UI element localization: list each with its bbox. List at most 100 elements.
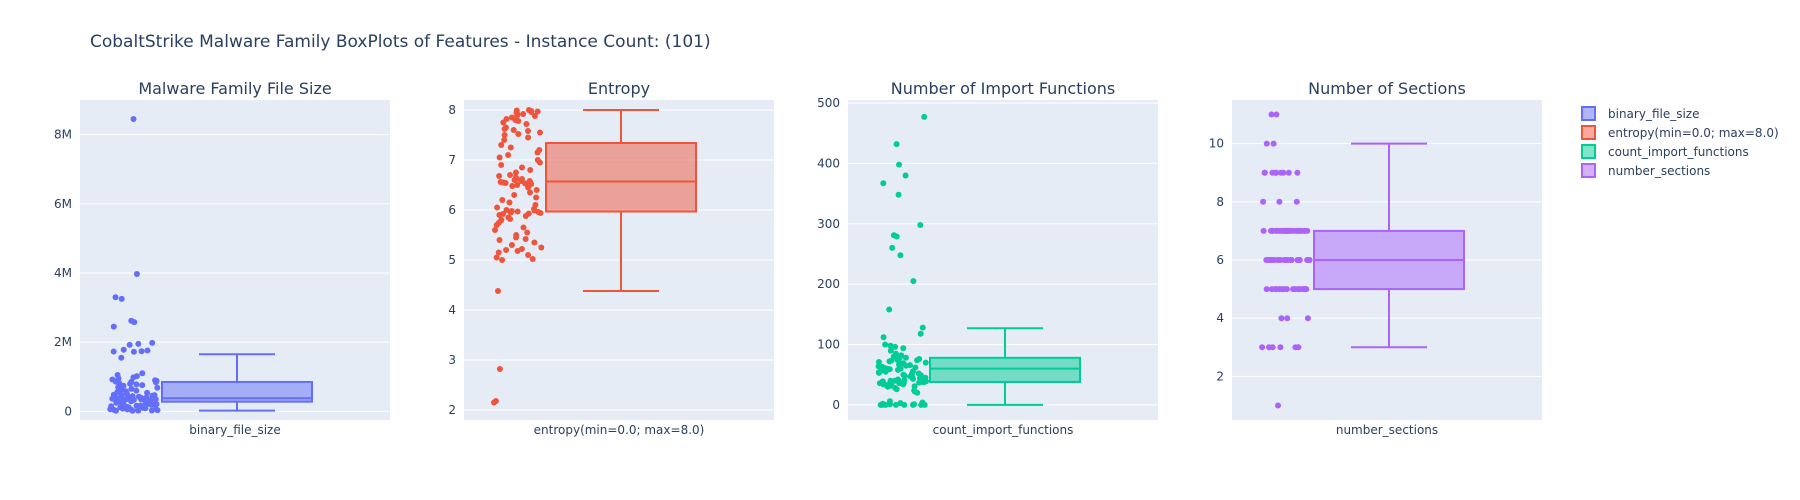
data-point	[525, 128, 531, 134]
data-point	[144, 389, 151, 396]
data-point	[893, 386, 900, 393]
data-point	[1301, 286, 1307, 293]
data-point	[887, 342, 894, 349]
data-point	[917, 330, 924, 337]
data-point	[1287, 257, 1294, 263]
y-tick-label: 7	[448, 153, 456, 167]
data-point	[525, 184, 532, 191]
data-point	[1261, 169, 1268, 176]
data-point	[902, 172, 909, 179]
data-point	[1263, 140, 1270, 147]
y-tick-label: 2	[1216, 369, 1224, 383]
data-point	[133, 271, 140, 277]
data-point	[1277, 169, 1284, 176]
data-point	[893, 141, 900, 148]
y-tick-label: 0	[832, 398, 840, 412]
data-point	[519, 164, 525, 171]
legend-swatch	[1581, 125, 1596, 140]
subplot-title: Number of Sections	[1308, 79, 1466, 98]
data-point	[875, 359, 882, 365]
data-point	[1260, 227, 1267, 234]
data-point	[880, 334, 887, 341]
data-point	[533, 187, 540, 193]
data-point	[130, 374, 137, 381]
points-group	[107, 116, 161, 414]
data-point	[887, 347, 894, 354]
data-point	[508, 242, 515, 248]
data-point	[877, 401, 884, 408]
data-point	[876, 369, 882, 376]
data-point	[133, 381, 140, 388]
data-point	[499, 257, 506, 263]
data-point	[514, 182, 521, 188]
data-point	[1276, 227, 1283, 234]
data-point	[534, 108, 541, 115]
data-point	[1284, 227, 1291, 234]
data-point	[502, 180, 509, 186]
legend-label: entropy(min=0.0; max=8.0)	[1608, 126, 1779, 140]
data-point	[522, 236, 529, 242]
data-point	[525, 252, 532, 258]
data-point	[495, 288, 501, 294]
legend-label: count_import_functions	[1608, 145, 1749, 159]
data-point	[921, 379, 928, 385]
data-point	[896, 161, 902, 168]
legend-label: number_sections	[1608, 164, 1710, 178]
data-point	[525, 134, 532, 141]
data-point	[139, 382, 146, 389]
data-point	[882, 368, 889, 375]
data-point	[148, 407, 155, 414]
data-point	[514, 208, 521, 215]
data-point	[1268, 227, 1274, 234]
data-point	[1292, 344, 1299, 351]
data-point	[154, 407, 161, 414]
x-category-label: entropy(min=0.0; max=8.0)	[534, 423, 705, 437]
data-point	[895, 191, 902, 198]
data-point	[110, 323, 117, 330]
data-point	[1275, 402, 1281, 409]
data-point	[512, 169, 519, 176]
data-point	[491, 399, 497, 406]
data-point	[507, 144, 514, 151]
x-category-label: binary_file_size	[189, 423, 281, 437]
legend-swatch	[1581, 144, 1596, 159]
x-category-label: number_sections	[1336, 423, 1438, 437]
box-iqr	[545, 142, 697, 213]
data-point	[902, 354, 909, 361]
y-tick-label: 0	[64, 404, 72, 418]
data-point	[1268, 286, 1275, 293]
data-point	[496, 154, 503, 161]
data-point	[510, 127, 517, 133]
data-point	[507, 216, 514, 222]
data-point	[914, 389, 921, 396]
data-point	[1293, 198, 1300, 205]
data-point	[492, 227, 498, 233]
data-point	[522, 213, 529, 219]
y-tick-label: 10	[1209, 137, 1224, 151]
data-point	[523, 121, 530, 127]
data-point	[919, 324, 926, 331]
data-point	[922, 359, 929, 366]
data-point	[897, 252, 904, 259]
data-point	[128, 398, 135, 405]
data-point	[493, 222, 500, 228]
data-point	[1269, 169, 1276, 176]
y-tick-label: 5	[448, 253, 456, 267]
data-point	[507, 172, 514, 178]
data-point	[130, 116, 137, 122]
data-point	[533, 194, 540, 201]
y-tick-label: 2M	[54, 335, 72, 349]
data-point	[152, 379, 159, 386]
data-point	[882, 341, 889, 348]
data-point	[496, 237, 503, 243]
data-point	[118, 354, 125, 361]
data-point	[120, 346, 127, 353]
data-point	[892, 343, 899, 350]
data-point	[1293, 227, 1299, 234]
data-point	[880, 180, 887, 187]
data-point	[526, 178, 533, 184]
data-point	[1301, 227, 1308, 234]
data-point	[895, 366, 901, 373]
data-point	[1280, 286, 1287, 293]
